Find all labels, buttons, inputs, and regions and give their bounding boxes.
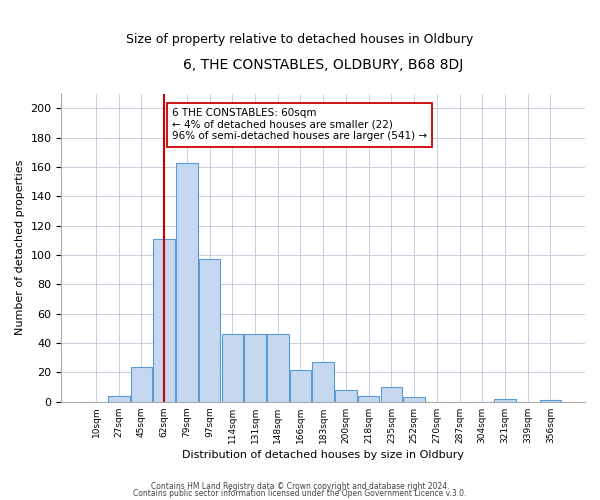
X-axis label: Distribution of detached houses by size in Oldbury: Distribution of detached houses by size … [182,450,464,460]
Bar [335,390,357,402]
Bar [494,399,516,402]
Bar [539,400,561,402]
Bar [131,366,152,402]
Bar [221,334,243,402]
Bar [380,387,402,402]
Bar [290,370,311,402]
Text: Contains HM Land Registry data © Crown copyright and database right 2024.: Contains HM Land Registry data © Crown c… [151,482,449,491]
Bar [267,334,289,402]
Bar [403,398,425,402]
Y-axis label: Number of detached properties: Number of detached properties [15,160,25,336]
Bar [244,334,266,402]
Bar [154,239,175,402]
Text: Size of property relative to detached houses in Oldbury: Size of property relative to detached ho… [127,32,473,46]
Text: Contains public sector information licensed under the Open Government Licence v.: Contains public sector information licen… [133,490,467,498]
Bar [176,162,197,402]
Bar [313,362,334,402]
Text: 6 THE CONSTABLES: 60sqm
← 4% of detached houses are smaller (22)
96% of semi-det: 6 THE CONSTABLES: 60sqm ← 4% of detached… [172,108,427,142]
Bar [358,396,379,402]
Bar [199,260,220,402]
Bar [108,396,130,402]
Title: 6, THE CONSTABLES, OLDBURY, B68 8DJ: 6, THE CONSTABLES, OLDBURY, B68 8DJ [183,58,463,71]
